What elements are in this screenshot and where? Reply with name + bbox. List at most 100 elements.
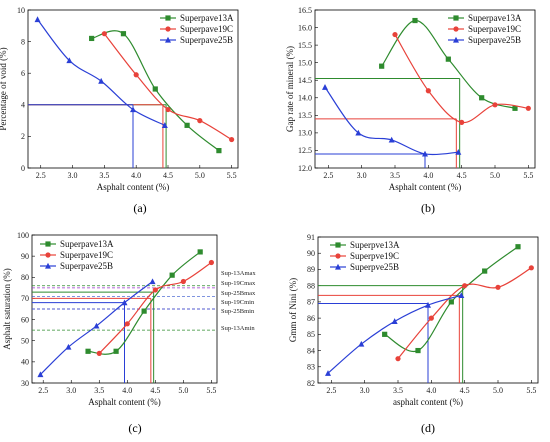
legend-entry: Superpave19C [60,250,113,260]
chart-3: 2.5 3.0 3.5 4.0 4.5 5.0 5.5 30 40 50 60 70 80 90 100 As… [2,231,256,435]
x-axis-title: asphalt content (%) [393,397,463,407]
y-tick-label: 14.0 [298,94,312,103]
y-tick-label: 15.5 [298,41,312,50]
panel-label: (c) [128,421,141,435]
x-tick-label: 3.0 [68,171,78,180]
data-point [133,72,139,78]
y-tick-label: 50 [21,337,29,346]
data-point [322,84,328,90]
y-tick-label: 84 [307,346,315,355]
y-axis-title: Gmm of Nini (%) [288,278,298,342]
data-point [101,31,107,37]
data-point [425,88,431,94]
y-axis-title: Asphalt saturation (%) [2,268,12,349]
legend-entry: Superpave25B [60,261,113,271]
data-point [229,136,235,143]
legend-marker [335,263,341,270]
y-tick-label: 89 [307,265,315,274]
x-tick-label: 4.5 [163,171,173,180]
data-point [165,106,171,113]
x-tick-label: 4.0 [423,171,433,180]
x-axis-title: Asphalt content (%) [97,182,169,192]
legend-marker [453,36,459,43]
data-point [96,350,102,356]
y-tick-label: 13.5 [298,111,312,120]
series-line [98,261,212,354]
data-point [141,308,147,314]
legend-entry: Superpave13A [60,239,114,249]
panel-label: (a) [133,201,146,215]
x-tick-label: 5.0 [178,386,188,395]
data-point [161,122,168,128]
limit-line-label: Sup-13Amin [221,325,255,332]
y-tick-label: 16.5 [298,6,312,15]
panel-label: (d) [421,421,435,435]
legend-marker [45,252,51,258]
legend-marker [165,36,171,43]
data-point [120,31,127,37]
y-tick-label: 40 [21,358,29,367]
data-point [388,136,395,143]
x-tick-label: 2.5 [38,386,48,395]
data-point [412,17,418,24]
panel-label: (b) [421,201,435,215]
x-tick-label: 4.0 [131,171,141,180]
y-tick-label: 8 [21,37,25,46]
legend-entry: Superpave19C [468,24,521,34]
x-tick-label: 3.5 [94,386,104,395]
legend-marker [45,262,51,269]
data-point [34,16,41,23]
data-point [325,370,331,376]
data-point [152,86,158,92]
data-point [492,102,498,108]
x-tick-label: 5.5 [526,386,536,395]
x-tick-label: 2.5 [326,386,336,395]
data-point [395,356,401,362]
data-point [415,347,421,354]
y-tick-label: 91 [307,233,315,242]
limit-line-label: Sup-25Bmax [221,290,256,297]
y-tick-label: 16.0 [298,23,312,32]
y-tick-label: 80 [21,273,29,282]
legend-entry: Superpave25B [468,35,521,45]
chart-1: 2.5 3.0 3.5 4.0 4.5 5.0 5.5 0 2 4 6 8 10 Asphalt cont… [0,6,239,215]
y-tick-label: 83 [307,363,315,372]
data-point [482,268,488,274]
y-tick-label: 6 [21,69,25,78]
y-tick-label: 100 [17,231,29,240]
data-point [448,299,454,305]
data-point [355,129,362,136]
x-tick-label: 5.0 [493,386,503,395]
x-tick-label: 5.0 [490,171,500,180]
y-tick-label: 13.0 [298,129,312,138]
legend-entry: Superpave13A [180,13,234,23]
data-point [113,348,119,354]
limit-line-label: Sup-13Amax [221,270,256,277]
data-point [93,322,100,329]
x-tick-label: 4.5 [457,171,467,180]
y-axis-title: Percentage of void (%) [0,47,8,130]
x-tick-label: 5.5 [206,386,216,395]
legend-marker [453,15,459,21]
x-tick-label: 5.5 [227,171,237,180]
limit-line-label: Sup-19Cmin [221,299,255,306]
x-tick-label: 3.0 [357,171,367,180]
legend-marker [45,241,51,247]
legend-entry: Superpave13A [468,13,522,23]
data-point [382,331,388,337]
x-tick-label: 2.5 [36,171,46,180]
data-point [37,371,44,378]
data-point [428,315,434,321]
limit-line-label: Sup-25Bmin [221,308,255,315]
x-tick-label: 4.0 [426,386,436,395]
data-point [152,287,158,293]
data-point [197,249,203,255]
data-point [130,106,136,113]
y-tick-label: 14.5 [298,76,312,85]
data-point [98,77,105,84]
x-tick-label: 3.0 [360,386,370,395]
chart-2: 2.5 3.0 3.5 4.0 4.5 5.0 5.5 12.0 12.5 13.0 13.5 14.… [285,6,536,215]
data-point [525,105,531,111]
